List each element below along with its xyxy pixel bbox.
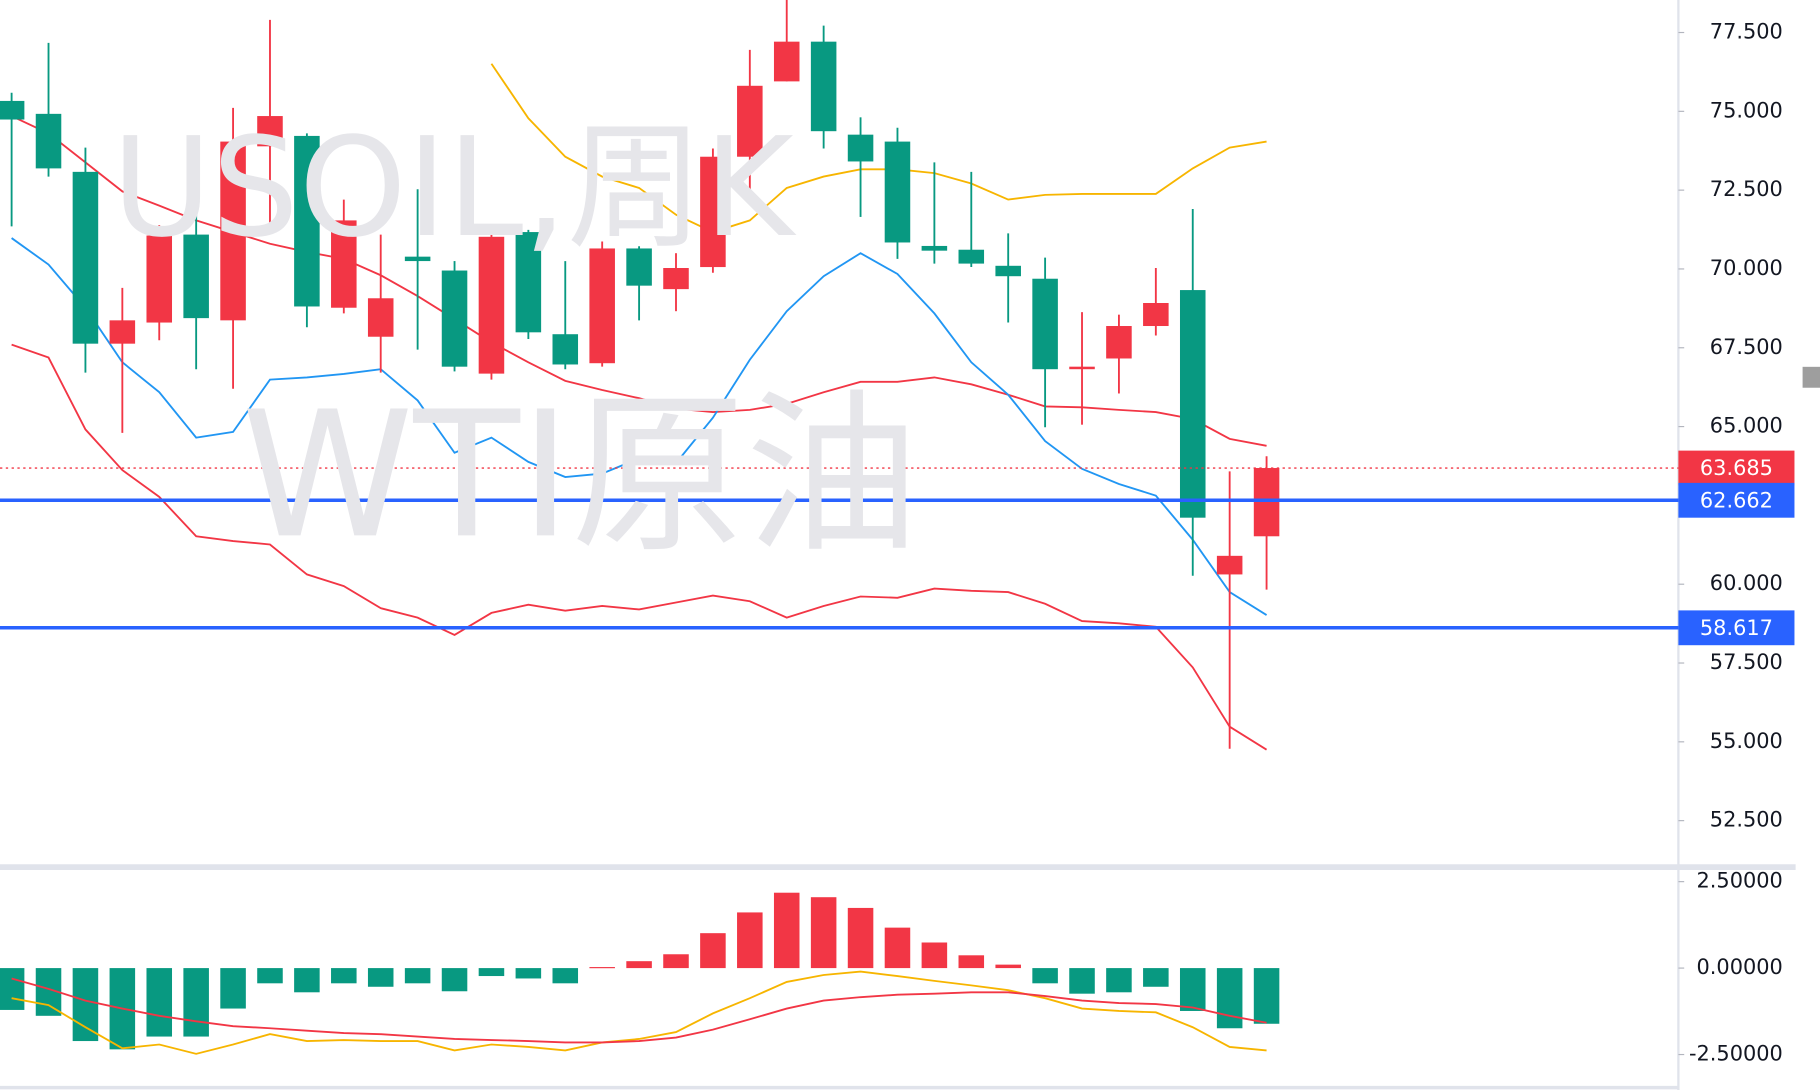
histogram-bar bbox=[367, 968, 394, 987]
candle-body bbox=[441, 270, 468, 367]
indicator-line bbox=[11, 237, 1268, 616]
histogram-bar bbox=[146, 968, 173, 1037]
y-tick-label: 57.500 bbox=[1710, 650, 1783, 674]
histogram-bar bbox=[331, 968, 357, 984]
candle-body bbox=[810, 41, 837, 132]
candle-body bbox=[1143, 303, 1169, 327]
price-label: 63.685 bbox=[1700, 456, 1773, 480]
y-tick-label: 70.000 bbox=[1710, 256, 1783, 280]
candle-body bbox=[220, 141, 246, 321]
histogram-bar bbox=[958, 955, 985, 969]
candle-body bbox=[257, 116, 283, 147]
y-tick-label: 77.500 bbox=[1710, 20, 1783, 44]
candle-body bbox=[515, 232, 542, 333]
candle-body bbox=[294, 135, 320, 307]
price-label-bg bbox=[1678, 450, 1795, 486]
candle-body bbox=[0, 100, 25, 120]
scroll-marker bbox=[1802, 366, 1820, 388]
candle-body bbox=[1253, 468, 1280, 537]
candle-body bbox=[1069, 366, 1095, 370]
candle-body bbox=[109, 320, 136, 344]
histogram-bar bbox=[1253, 968, 1280, 1024]
y-tick-label: 55.000 bbox=[1710, 729, 1783, 753]
histogram-bar bbox=[921, 942, 948, 969]
candle-body bbox=[626, 248, 652, 286]
y-tick-label: -2.50000 bbox=[1689, 1042, 1783, 1066]
indicator-line bbox=[490, 63, 1267, 234]
candle-body bbox=[35, 113, 62, 169]
candle-body bbox=[1032, 278, 1058, 370]
price-label: 62.662 bbox=[1700, 488, 1773, 512]
histogram-bar bbox=[0, 968, 25, 1010]
histogram-bar bbox=[1216, 968, 1243, 1029]
histogram-bar bbox=[404, 968, 431, 984]
price-label-bg bbox=[1678, 482, 1795, 518]
histogram-bar bbox=[515, 968, 542, 979]
candle-body bbox=[478, 236, 505, 374]
histogram-bar bbox=[626, 961, 652, 969]
candle-body bbox=[1179, 290, 1206, 518]
histogram-bar bbox=[663, 954, 689, 969]
histogram-bar bbox=[1143, 968, 1169, 987]
right-edge bbox=[1800, 0, 1820, 1090]
histogram-bar bbox=[1179, 968, 1206, 1011]
histogram-bar bbox=[589, 967, 615, 969]
histogram-bar bbox=[810, 897, 837, 969]
watermark-name: WTI原油 bbox=[241, 374, 919, 577]
histogram-bar bbox=[847, 907, 874, 969]
candle-body bbox=[331, 220, 357, 308]
y-tick-label: 67.500 bbox=[1710, 335, 1783, 359]
candle-body bbox=[921, 245, 948, 251]
histogram-bar bbox=[478, 968, 505, 977]
histogram-bar bbox=[737, 912, 763, 969]
histogram-bar bbox=[183, 968, 209, 1037]
histogram-bar bbox=[995, 964, 1021, 969]
candle-body bbox=[663, 268, 689, 290]
candle-body bbox=[404, 256, 431, 262]
histogram-bar bbox=[1106, 968, 1132, 993]
indicator-line bbox=[11, 970, 1267, 1055]
candle-body bbox=[847, 134, 874, 162]
y-tick-label: 72.500 bbox=[1710, 177, 1783, 201]
candle-body bbox=[552, 334, 579, 365]
histogram-bar bbox=[294, 968, 320, 993]
candle-body bbox=[773, 41, 800, 82]
y-tick-label: 52.500 bbox=[1710, 808, 1783, 832]
indicator-line bbox=[11, 343, 1268, 751]
histogram-bar bbox=[257, 968, 283, 984]
indicator-line bbox=[11, 977, 1267, 1044]
candle-body bbox=[958, 249, 985, 264]
price-label: 58.617 bbox=[1700, 616, 1773, 640]
price-label-bg bbox=[1678, 610, 1795, 646]
histogram-bar bbox=[1069, 968, 1095, 994]
candle-body bbox=[995, 265, 1021, 277]
histogram-bar bbox=[700, 933, 726, 969]
candle-body bbox=[589, 248, 615, 364]
histogram-bar bbox=[773, 892, 800, 969]
histogram-bar bbox=[72, 968, 99, 1042]
candle-body bbox=[1106, 326, 1132, 359]
candle-body bbox=[1216, 555, 1243, 575]
watermark-symbol: USOIL,周K bbox=[112, 109, 797, 268]
candle-body bbox=[183, 234, 209, 319]
candle-body bbox=[367, 298, 394, 337]
candle-body bbox=[884, 141, 911, 243]
histogram-bar bbox=[220, 968, 246, 1009]
candle-body bbox=[146, 235, 173, 323]
histogram-bar bbox=[552, 968, 579, 984]
y-tick-label: 65.000 bbox=[1710, 414, 1783, 438]
candle-body bbox=[700, 156, 726, 268]
candle-body bbox=[737, 85, 763, 157]
histogram-bar bbox=[1032, 968, 1058, 984]
candle-body bbox=[72, 171, 99, 344]
histogram-bar bbox=[884, 927, 911, 969]
y-tick-label: 75.000 bbox=[1710, 98, 1783, 122]
y-tick-label: 0.00000 bbox=[1697, 955, 1783, 979]
histogram-bar bbox=[441, 968, 468, 992]
y-tick-label: 2.50000 bbox=[1697, 869, 1783, 893]
y-tick-label: 60.000 bbox=[1710, 571, 1783, 595]
